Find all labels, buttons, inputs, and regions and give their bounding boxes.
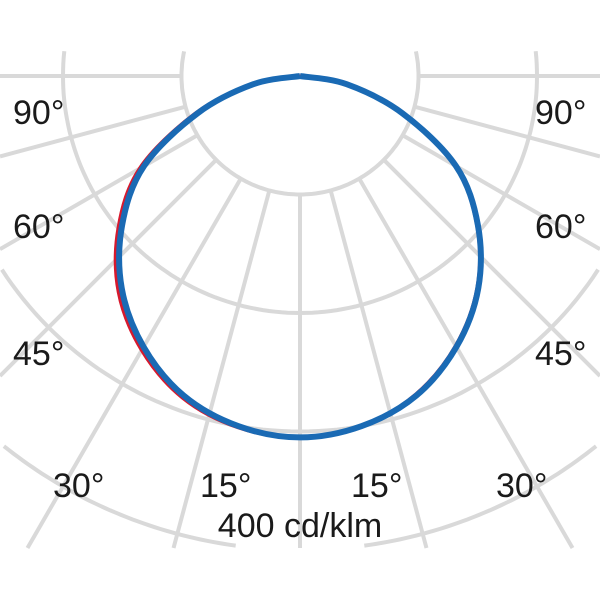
grid-radial-line [357,177,575,550]
grid-ring [364,444,598,548]
angle-label-right-30: 30° [496,467,547,505]
angle-label-right-60: 60° [535,208,586,246]
angle-label-left-15: 15° [200,467,251,505]
polar-grid [0,51,600,550]
angle-label-left-90: 90° [13,94,64,132]
angle-label-right-15: 15° [351,467,402,505]
grid-radial-line [413,104,600,159]
angle-label-right-45: 45° [535,335,586,373]
intensity-curve-series-2 [116,73,484,441]
grid-radial-line [0,104,187,159]
angle-label-left-60: 60° [13,208,64,246]
grid-radial-line [328,189,429,549]
grid-radial-line [382,158,600,378]
grid-radial-line [0,158,218,378]
grid-ring [179,51,421,197]
grid-ring [2,444,236,548]
angle-label-left-45: 45° [13,335,64,373]
angle-label-right-90: 90° [535,94,586,132]
intensity-scale-label: 400 cd/klm [218,507,382,545]
grid-radial-line [0,133,199,251]
angle-label-left-30: 30° [53,467,104,505]
intensity-curves [113,73,484,441]
grid-radial-line [171,189,272,549]
grid-radial-line [401,133,600,251]
grid-radial-line [25,177,243,549]
